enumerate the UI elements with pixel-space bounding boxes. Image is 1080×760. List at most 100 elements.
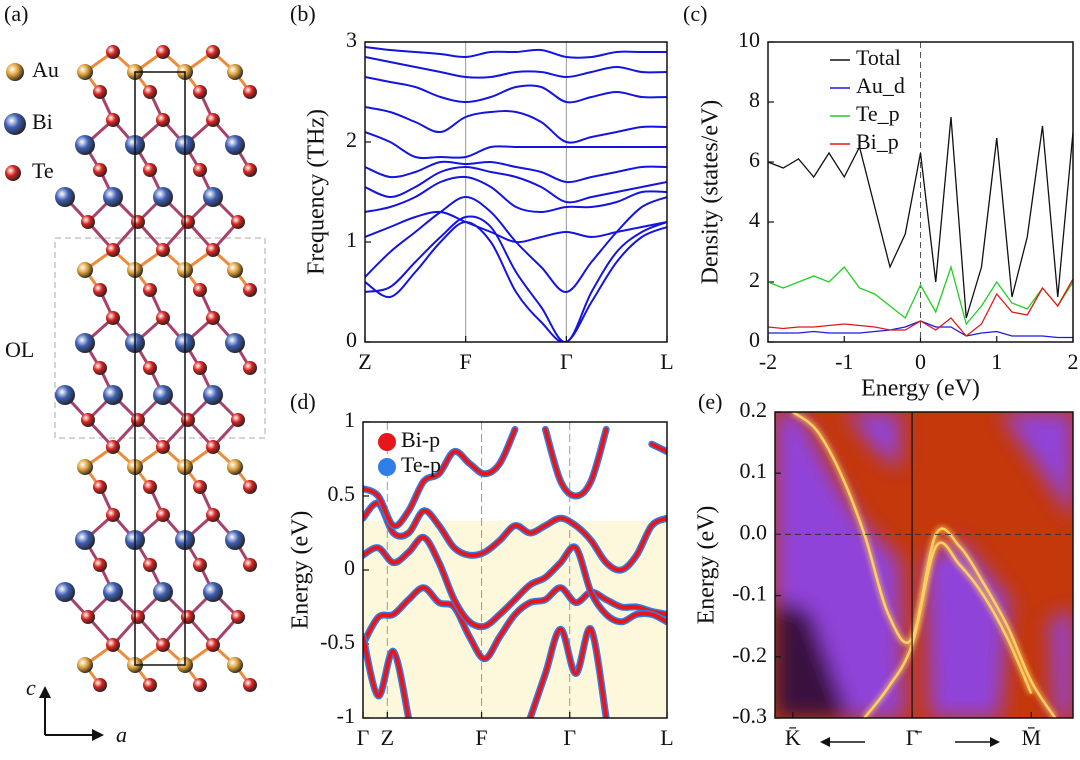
x-tick-label: -1 — [835, 349, 853, 374]
atom — [225, 135, 245, 155]
y-axis-label: Energy (eV) — [694, 506, 720, 625]
atom — [55, 385, 75, 405]
x-tick-label: Z — [381, 725, 394, 750]
x-tick-label: Γ — [560, 349, 573, 374]
atom — [81, 215, 95, 229]
atom — [193, 163, 207, 177]
legend-atom — [4, 113, 26, 135]
atom — [156, 45, 170, 59]
unit-cell — [134, 71, 186, 666]
atom — [93, 163, 107, 177]
legend-marker — [378, 458, 396, 476]
y-tick-label: -1 — [337, 703, 355, 728]
x-tick-label: 0 — [915, 349, 926, 374]
y-tick-label: -0.5 — [320, 629, 355, 654]
atom — [156, 638, 170, 652]
y-tick-label: 0 — [749, 327, 760, 352]
y-tick-label: 0.5 — [328, 481, 356, 506]
y-tick-label: 0.1 — [740, 458, 768, 483]
series-line — [365, 131, 667, 160]
y-tick-label: 2 — [749, 267, 760, 292]
panel-label: (b) — [290, 1, 316, 26]
atom — [206, 311, 220, 325]
series-line — [365, 56, 667, 79]
legend-text: Au — [32, 57, 59, 82]
atom — [243, 361, 257, 375]
y-tick-label: 0 — [344, 555, 355, 580]
arrow-head — [990, 737, 1000, 747]
y-tick-label: -0.1 — [732, 581, 767, 606]
atom — [243, 283, 257, 297]
series-line — [365, 215, 667, 342]
series-line — [365, 220, 667, 342]
atom — [193, 480, 207, 494]
arrow-head — [39, 686, 51, 698]
y-tick-label: 2 — [346, 127, 357, 152]
atom — [227, 459, 243, 475]
series-line — [365, 210, 667, 244]
y-tick-label: 1 — [344, 407, 355, 432]
legend-atom — [6, 63, 24, 81]
region-label: OL — [5, 337, 34, 362]
atom — [243, 480, 257, 494]
band — [528, 626, 609, 718]
legend-label: Au_d — [856, 73, 905, 98]
x-tick-label: Γ — [563, 725, 576, 750]
atom — [75, 530, 95, 550]
atom — [93, 678, 107, 692]
y-tick-label: 6 — [749, 147, 760, 172]
plot-frame — [767, 41, 1074, 343]
atom — [153, 582, 173, 602]
y-tick-label: 10 — [738, 27, 760, 52]
y-tick-label: 8 — [749, 87, 760, 112]
atom — [143, 283, 157, 297]
atom — [193, 361, 207, 375]
atom — [193, 283, 207, 297]
surface-band — [863, 541, 1033, 718]
y-tick-label: 0 — [346, 327, 357, 352]
atom — [231, 215, 245, 229]
series-line — [365, 160, 667, 184]
atom — [131, 610, 145, 624]
panel-label: (d) — [290, 389, 316, 414]
atom — [181, 413, 195, 427]
atom — [227, 64, 243, 80]
y-axis-label: Density (states/eV) — [698, 100, 724, 285]
atom — [77, 262, 93, 278]
y-tick-label: 0.0 — [740, 519, 768, 544]
legend-label: Te-p — [401, 452, 441, 477]
series-line — [365, 106, 667, 144]
band — [363, 535, 667, 629]
atom — [103, 582, 123, 602]
atom — [231, 610, 245, 624]
atom — [106, 45, 120, 59]
x-tick-label: Z — [358, 349, 371, 374]
atom — [81, 610, 95, 624]
series-line — [365, 76, 667, 104]
legend-text: Te — [32, 158, 54, 183]
atom — [206, 508, 220, 522]
atom — [93, 85, 107, 99]
atom — [227, 657, 243, 673]
atom — [243, 163, 257, 177]
atom — [225, 333, 245, 353]
atom — [143, 480, 157, 494]
atom — [106, 508, 120, 522]
atom — [106, 440, 120, 454]
legend-atom — [5, 165, 21, 181]
atom — [203, 582, 223, 602]
y-tick-label: 1 — [346, 227, 357, 252]
series-line — [768, 116, 1073, 319]
atom — [93, 283, 107, 297]
y-tick-label: -0.3 — [732, 703, 767, 728]
atom — [75, 135, 95, 155]
atom — [77, 657, 93, 673]
x-tick-label: F — [475, 725, 487, 750]
atom — [93, 558, 107, 572]
atom — [243, 558, 257, 572]
arrow-head — [820, 737, 830, 747]
atom — [206, 440, 220, 454]
arrow-head — [92, 729, 104, 741]
y-axis-label: Frequency (THz) — [304, 109, 330, 275]
